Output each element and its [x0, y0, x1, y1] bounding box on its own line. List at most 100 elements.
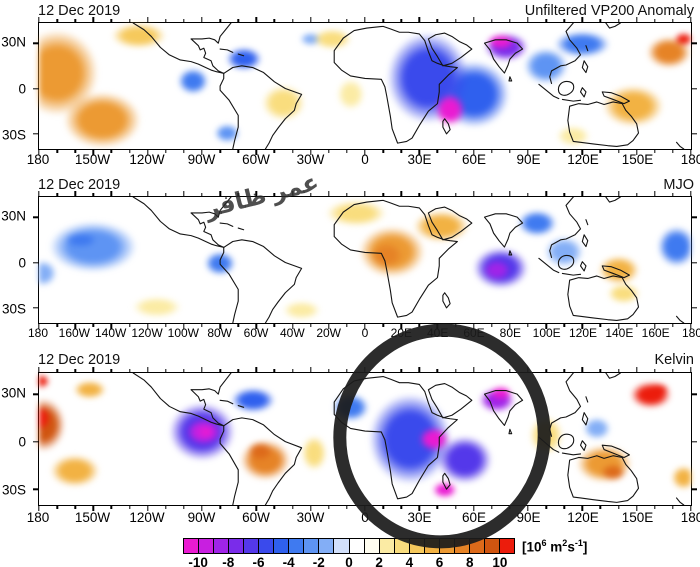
anomaly-blob: [578, 414, 615, 443]
lon-tick-label: 180: [681, 326, 700, 340]
anomaly-blob: [593, 79, 673, 134]
colorbar-cell: [378, 539, 394, 553]
lon-tick-label: 100W: [167, 326, 200, 340]
anomaly-blob: [102, 23, 175, 53]
units-exp2: 2: [562, 538, 568, 548]
colorbar-cell: [453, 539, 469, 553]
lon-tick-label: 160W: [58, 326, 91, 340]
lon-tick-label: 90W: [187, 152, 216, 167]
colorbar-cell: [303, 539, 319, 553]
colorbar-tick-label: 0: [345, 555, 353, 567]
colorbar-cell: [258, 539, 274, 553]
lon-tick-label: 150W: [74, 152, 111, 167]
axis-tick: [691, 216, 697, 218]
colorbar-cell: [243, 539, 259, 553]
lon-tick-label: 120E: [567, 510, 599, 525]
anomaly-blob: [671, 30, 691, 48]
colorbar-units-label: [106 m2s-1]: [522, 538, 587, 555]
colorbar-tick-label: -8: [222, 555, 235, 567]
anomaly-blob: [243, 439, 277, 464]
axis-tick: [691, 261, 697, 264]
colorbar-tick-label: 10: [492, 555, 508, 567]
anomaly-blob: [124, 293, 190, 321]
colorbar-cell: [333, 539, 349, 553]
lon-tick-label: 120E: [568, 326, 598, 340]
anomaly-blob: [643, 380, 673, 399]
anomaly-blob: [39, 402, 54, 434]
lon-tick-label: 150E: [621, 152, 654, 167]
units-open: [10: [522, 539, 542, 555]
anomaly-blob: [297, 430, 331, 476]
lon-tick-label: 140W: [94, 326, 127, 340]
anomaly-blob: [511, 206, 563, 240]
map-panel-mjo: [33, 191, 697, 329]
lon-tick-label: 30W: [296, 510, 325, 525]
lon-tick-label: 150E: [621, 510, 654, 525]
lat-tick-label: 0: [18, 434, 26, 450]
colorbar: -10 -8 -6 -4 -2 0 2 4 6 8 10: [183, 538, 515, 567]
panel2-date: 12 Dec 2019: [38, 177, 121, 193]
lon-tick-label: 60W: [242, 510, 270, 525]
anomaly-blob: [479, 256, 516, 284]
lon-tick-label: 0: [361, 326, 369, 340]
panel2-lat-axis: 30N 0 30S: [0, 196, 36, 324]
panel3-title: Kelvin: [654, 352, 695, 368]
colorbar-cell: [393, 539, 409, 553]
colorbar-tick-label: -2: [312, 555, 325, 567]
lon-tick-label: 80W: [207, 326, 232, 340]
anomaly-field: [39, 197, 691, 323]
anomaly-blob: [591, 251, 646, 289]
colorbar-cell: [498, 539, 515, 553]
lon-tick-label: 40E: [426, 326, 449, 340]
lon-tick-label: 40W: [279, 326, 305, 340]
lon-tick-label: 20E: [390, 326, 413, 340]
panel3-lat-axis: 30N 0 30S: [0, 372, 36, 506]
anomaly-blob: [651, 219, 691, 274]
lon-tick-label: 30E: [407, 152, 432, 167]
axis-tick: [691, 133, 697, 135]
lon-tick-label: 30E: [407, 510, 432, 525]
anomaly-blob: [67, 377, 112, 403]
colorbar-cell: [468, 539, 484, 553]
lon-tick-label: 180: [26, 510, 50, 525]
anomaly-blob: [551, 122, 595, 149]
lon-tick-label: 90W: [187, 510, 216, 525]
lon-tick-label: 80E: [499, 326, 522, 340]
colorbar-cell: [348, 539, 364, 553]
colorbar-cells: [183, 538, 515, 554]
lon-tick-label: 120W: [131, 326, 163, 340]
lon-tick-label: 180: [680, 510, 700, 525]
anomaly-blob: [51, 82, 154, 149]
anomaly-blob: [276, 298, 327, 323]
colorbar-tick-label: -6: [252, 555, 265, 567]
lat-tick-label: 0: [18, 81, 26, 97]
lon-tick-label: 140E: [605, 326, 634, 340]
colorbar-cell: [228, 539, 244, 553]
anomaly-blob: [546, 27, 619, 61]
anomaly-blob: [482, 32, 519, 53]
colorbar-cell: [198, 539, 214, 553]
lon-tick-label: 20W: [316, 326, 341, 340]
panel3-header: 12 Dec 2019 Kelvin: [38, 351, 694, 369]
lon-tick-label: 0: [361, 510, 369, 525]
panel1-lon-axis: 180 150W 120W 90W 60W 30W 0 30E 60E 90E 120E 150E 18…: [27, 150, 700, 170]
colorbar-tick-labels: -10 -8 -6 -4 -2 0 2 4 6 8 10: [183, 554, 515, 567]
colorbar-tick-label: -10: [188, 555, 208, 567]
lon-tick-label: 160E: [641, 326, 670, 340]
colorbar-tick-label: 6: [435, 555, 444, 567]
lat-tick-label: 30S: [1, 127, 26, 143]
lon-tick-label: 180: [680, 152, 700, 167]
anomaly-blob: [196, 424, 215, 439]
panel1-title: Unfiltered VP200 Anomaly: [524, 3, 694, 19]
lat-tick-label: 30N: [1, 385, 26, 401]
axis-tick: [691, 307, 697, 309]
lon-tick-label: 60W: [242, 152, 270, 167]
units-close: ]: [582, 539, 588, 555]
lon-tick-label: 100E: [532, 326, 561, 340]
colorbar-tick-label: -4: [282, 555, 295, 567]
anomaly-blob: [307, 25, 358, 53]
lat-tick-label: 30S: [1, 482, 26, 498]
colorbar-cell: [363, 539, 379, 553]
lon-tick-label: 60E: [463, 326, 485, 340]
